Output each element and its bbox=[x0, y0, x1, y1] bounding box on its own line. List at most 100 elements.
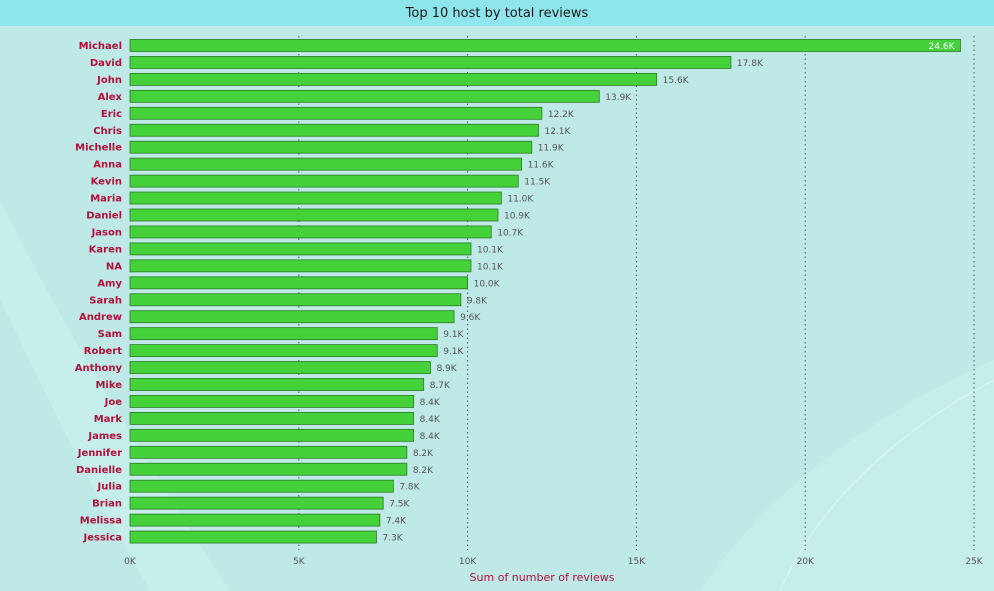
data-label: 10.7K bbox=[497, 228, 524, 238]
bar bbox=[129, 395, 414, 408]
category-label: Andrew bbox=[79, 312, 122, 323]
x-tick-label: 25K bbox=[965, 557, 983, 567]
category-label: Michelle bbox=[75, 143, 122, 154]
x-tick-label: 5K bbox=[293, 557, 306, 567]
bar bbox=[129, 106, 543, 120]
data-label: 7.8K bbox=[399, 483, 420, 493]
category-label: Karen bbox=[89, 244, 122, 255]
category-label: Anna bbox=[93, 160, 122, 171]
chart-title-bar: Top 10 host by total reviews bbox=[0, 0, 994, 26]
bar bbox=[129, 191, 502, 205]
bar bbox=[129, 428, 414, 442]
data-label: 9.8K bbox=[467, 296, 488, 306]
data-label: 8.9K bbox=[436, 364, 457, 374]
bar bbox=[129, 530, 377, 544]
data-label: 11.5K bbox=[524, 178, 551, 188]
bar bbox=[129, 361, 431, 374]
data-label: 12.2K bbox=[548, 110, 575, 120]
bar bbox=[129, 73, 658, 86]
category-label: Alex bbox=[98, 92, 123, 103]
bar bbox=[129, 225, 492, 239]
data-label: 9.1K bbox=[443, 347, 464, 357]
bar bbox=[129, 513, 381, 527]
bar bbox=[129, 123, 539, 137]
bar bbox=[129, 208, 499, 222]
bar bbox=[129, 344, 438, 358]
category-label: Kevin bbox=[91, 177, 122, 188]
bar bbox=[129, 378, 425, 391]
data-label: 11.9K bbox=[538, 144, 565, 154]
bar bbox=[129, 462, 408, 476]
data-label: 8.4K bbox=[420, 432, 441, 442]
bar bbox=[129, 39, 961, 52]
category-label: David bbox=[90, 58, 122, 69]
category-label: James bbox=[87, 431, 122, 442]
bar bbox=[129, 293, 462, 307]
category-label: Robert bbox=[84, 346, 122, 357]
bar bbox=[129, 276, 469, 290]
data-label: 8.2K bbox=[413, 449, 434, 459]
category-label: Mike bbox=[95, 380, 122, 391]
data-label: 8.4K bbox=[420, 415, 441, 425]
data-label: 11.6K bbox=[528, 161, 555, 171]
category-label: Eric bbox=[101, 109, 122, 120]
bar bbox=[129, 445, 408, 459]
x-tick-label: 20K bbox=[797, 557, 815, 567]
data-label: 10.0K bbox=[474, 279, 501, 289]
bar bbox=[129, 56, 732, 69]
data-label: 13.9K bbox=[605, 93, 632, 103]
data-label: 7.4K bbox=[386, 517, 407, 527]
bar bbox=[129, 496, 384, 510]
data-label: 17.8K bbox=[737, 59, 764, 69]
data-label: 8.2K bbox=[413, 466, 434, 476]
category-label: Danielle bbox=[76, 465, 122, 476]
data-label: 24.6K bbox=[929, 42, 956, 52]
data-label: 10.1K bbox=[477, 245, 504, 255]
data-label: 7.5K bbox=[389, 500, 410, 510]
data-label: 7.3K bbox=[382, 534, 403, 544]
category-label: Chris bbox=[93, 126, 122, 137]
bar bbox=[129, 157, 523, 171]
bar bbox=[129, 242, 472, 256]
bar bbox=[129, 411, 414, 425]
category-label: Daniel bbox=[86, 211, 122, 222]
category-label: Brian bbox=[92, 499, 122, 510]
bar bbox=[129, 479, 394, 493]
data-label: 11.0K bbox=[507, 195, 534, 205]
bar bbox=[129, 310, 455, 324]
chart-title: Top 10 host by total reviews bbox=[405, 5, 589, 21]
category-label: Sarah bbox=[89, 295, 122, 306]
category-label: Jason bbox=[91, 227, 122, 238]
category-label: Julia bbox=[97, 482, 122, 493]
bar bbox=[129, 259, 472, 273]
bar bbox=[129, 327, 438, 341]
data-label: 9.1K bbox=[443, 330, 464, 340]
category-label: Melissa bbox=[80, 516, 122, 527]
category-label: Sam bbox=[98, 329, 122, 340]
x-tick-label: 15K bbox=[628, 557, 646, 567]
x-tick-label: 10K bbox=[459, 557, 477, 567]
data-label: 10.1K bbox=[477, 262, 504, 272]
category-label: Jennifer bbox=[77, 448, 122, 459]
category-label: John bbox=[96, 75, 122, 86]
bar bbox=[129, 174, 519, 188]
category-label: Jessica bbox=[82, 533, 122, 544]
bar bbox=[129, 140, 533, 154]
data-label: 12.1K bbox=[544, 127, 571, 137]
data-label: 9.6K bbox=[460, 313, 481, 323]
category-label: Maria bbox=[90, 194, 122, 205]
x-axis-title: Sum of number of reviews bbox=[470, 571, 615, 584]
category-label: Anthony bbox=[75, 363, 123, 374]
data-label: 10.9K bbox=[504, 212, 531, 222]
data-label: 8.7K bbox=[430, 381, 451, 391]
data-label: 8.4K bbox=[420, 398, 441, 408]
data-label: 15.6K bbox=[663, 76, 690, 86]
category-label: NA bbox=[106, 261, 122, 272]
category-label: Joe bbox=[104, 397, 123, 408]
bar bbox=[129, 89, 600, 103]
category-label: Amy bbox=[97, 278, 122, 289]
category-label: Mark bbox=[94, 414, 123, 425]
category-label: Michael bbox=[79, 41, 122, 52]
x-tick-label: 0K bbox=[124, 557, 137, 567]
